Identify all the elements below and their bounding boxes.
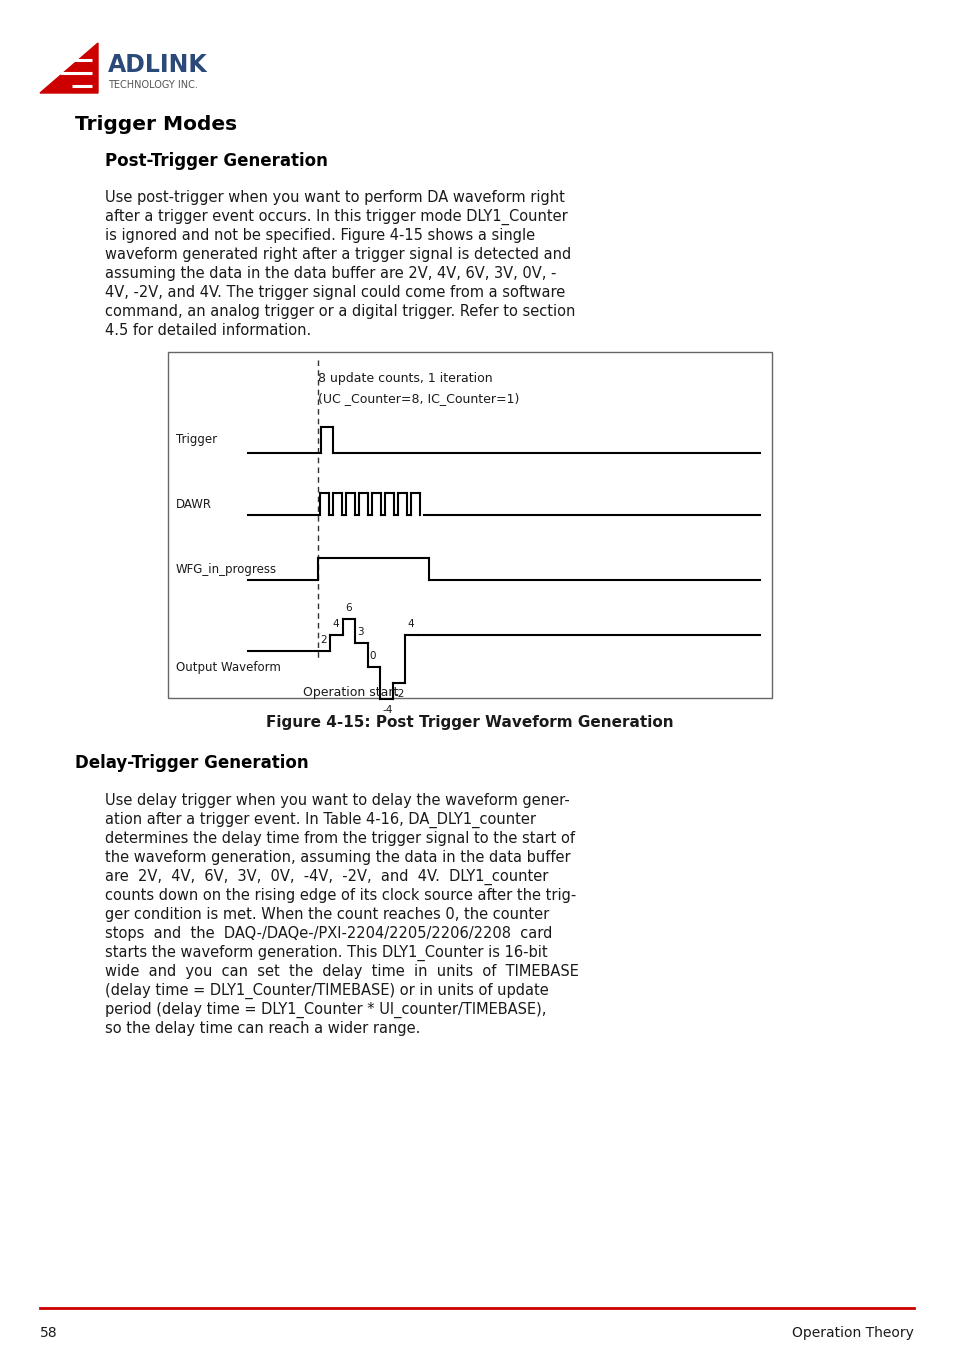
Text: 4.5 for detailed information.: 4.5 for detailed information. — [105, 323, 311, 338]
Text: Operation Theory: Operation Theory — [791, 1326, 913, 1340]
Text: Use post-trigger when you want to perform DA waveform right: Use post-trigger when you want to perfor… — [105, 191, 564, 206]
Text: (delay time = DLY1_Counter/TIMEBASE) or in units of update: (delay time = DLY1_Counter/TIMEBASE) or … — [105, 983, 548, 999]
Text: 0: 0 — [370, 652, 376, 661]
Text: Use delay trigger when you want to delay the waveform gener-: Use delay trigger when you want to delay… — [105, 794, 569, 808]
Text: Trigger: Trigger — [175, 434, 217, 446]
Text: 3: 3 — [357, 627, 364, 637]
Text: 2: 2 — [319, 635, 326, 645]
Text: are  2V,  4V,  6V,  3V,  0V,  -4V,  -2V,  and  4V.  DLY1_counter: are 2V, 4V, 6V, 3V, 0V, -4V, -2V, and 4V… — [105, 869, 548, 886]
Text: Output Waveform: Output Waveform — [175, 661, 280, 673]
Text: determines the delay time from the trigger signal to the start of: determines the delay time from the trigg… — [105, 831, 575, 846]
Text: DAWR: DAWR — [175, 499, 212, 511]
Text: 8 update counts, 1 iteration: 8 update counts, 1 iteration — [317, 372, 492, 385]
Bar — [168, 352, 771, 698]
Text: 4V, -2V, and 4V. The trigger signal could come from a software: 4V, -2V, and 4V. The trigger signal coul… — [105, 285, 565, 300]
Text: is ignored and not be specified. Figure 4-15 shows a single: is ignored and not be specified. Figure … — [105, 228, 535, 243]
Text: the waveform generation, assuming the data in the data buffer: the waveform generation, assuming the da… — [105, 850, 570, 865]
Text: -4: -4 — [382, 704, 393, 715]
Text: 4: 4 — [332, 619, 338, 629]
Text: period (delay time = DLY1_Counter * UI_counter/TIMEBASE),: period (delay time = DLY1_Counter * UI_c… — [105, 1002, 546, 1018]
Text: 6: 6 — [345, 603, 351, 612]
Text: Figure 4-15: Post Trigger Waveform Generation: Figure 4-15: Post Trigger Waveform Gener… — [266, 715, 673, 730]
Text: Operation start: Operation start — [303, 685, 398, 699]
Text: Post-Trigger Generation: Post-Trigger Generation — [105, 151, 328, 170]
Polygon shape — [40, 43, 98, 93]
Text: wide  and  you  can  set  the  delay  time  in  units  of  TIMEBASE: wide and you can set the delay time in u… — [105, 964, 578, 979]
Text: ation after a trigger event. In Table 4-16, DA_DLY1_counter: ation after a trigger event. In Table 4-… — [105, 813, 536, 829]
Text: ADLINK: ADLINK — [108, 53, 208, 77]
Text: assuming the data in the data buffer are 2V, 4V, 6V, 3V, 0V, -: assuming the data in the data buffer are… — [105, 266, 556, 281]
Text: so the delay time can reach a wider range.: so the delay time can reach a wider rang… — [105, 1021, 420, 1036]
Text: starts the waveform generation. This DLY1_Counter is 16-bit: starts the waveform generation. This DLY… — [105, 945, 547, 961]
Text: Trigger Modes: Trigger Modes — [75, 115, 237, 134]
Text: 4: 4 — [407, 619, 414, 629]
Text: -2: -2 — [395, 690, 405, 699]
Text: WFG_in_progress: WFG_in_progress — [175, 564, 276, 576]
Text: (UC _Counter=8, IC_Counter=1): (UC _Counter=8, IC_Counter=1) — [317, 392, 518, 406]
Text: Delay-Trigger Generation: Delay-Trigger Generation — [75, 754, 309, 772]
Text: command, an analog trigger or a digital trigger. Refer to section: command, an analog trigger or a digital … — [105, 304, 575, 319]
Text: after a trigger event occurs. In this trigger mode DLY1_Counter: after a trigger event occurs. In this tr… — [105, 210, 567, 226]
Text: TECHNOLOGY INC.: TECHNOLOGY INC. — [108, 80, 197, 91]
Text: counts down on the rising edge of its clock source after the trig-: counts down on the rising edge of its cl… — [105, 888, 576, 903]
Text: ger condition is met. When the count reaches 0, the counter: ger condition is met. When the count rea… — [105, 907, 549, 922]
Text: stops  and  the  DAQ-/DAQe-/PXI-2204/2205/2206/2208  card: stops and the DAQ-/DAQe-/PXI-2204/2205/2… — [105, 926, 552, 941]
Text: 58: 58 — [40, 1326, 57, 1340]
Text: waveform generated right after a trigger signal is detected and: waveform generated right after a trigger… — [105, 247, 571, 262]
